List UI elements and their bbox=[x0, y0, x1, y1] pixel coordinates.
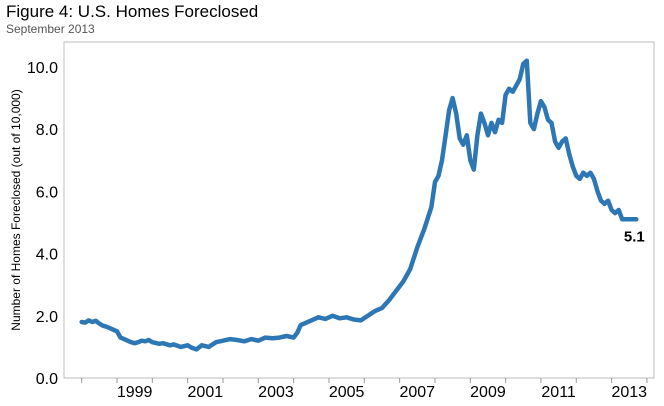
x-tick-label: 2007 bbox=[399, 384, 435, 401]
y-tick-label: 6.0 bbox=[36, 184, 58, 201]
y-tick-label: 8.0 bbox=[36, 122, 58, 139]
series-line bbox=[79, 58, 639, 352]
chart-title: Figure 4: U.S. Homes Foreclosed bbox=[6, 2, 259, 21]
plot-frame bbox=[63, 41, 655, 379]
y-tick-label: 2.0 bbox=[36, 309, 58, 326]
y-tick-label: 0.0 bbox=[36, 371, 58, 388]
x-tick-label: 2013 bbox=[611, 384, 647, 401]
chart-subtitle: September 2013 bbox=[6, 22, 95, 36]
series-group bbox=[79, 58, 639, 352]
x-tick-label: 1999 bbox=[117, 384, 153, 401]
x-tick-label: 2003 bbox=[258, 384, 294, 401]
x-tick-label: 2009 bbox=[470, 384, 506, 401]
x-tick-label: 2001 bbox=[188, 384, 224, 401]
end-value-label: 5.1 bbox=[624, 228, 645, 245]
x-tick-label: 2005 bbox=[329, 384, 365, 401]
y-tick-label: 10.0 bbox=[27, 60, 58, 77]
y-axis-label: Number of Homes Foreclosed (out of 10,00… bbox=[9, 89, 23, 330]
x-tick-label: 2011 bbox=[541, 384, 576, 401]
x-axis-ticks: 1999 2001 2003 2005 2007 2009 2011 2013 bbox=[81, 378, 648, 401]
y-axis-ticks: 0.0 2.0 4.0 6.0 8.0 10.0 bbox=[27, 60, 58, 388]
y-tick-label: 4.0 bbox=[36, 247, 58, 264]
